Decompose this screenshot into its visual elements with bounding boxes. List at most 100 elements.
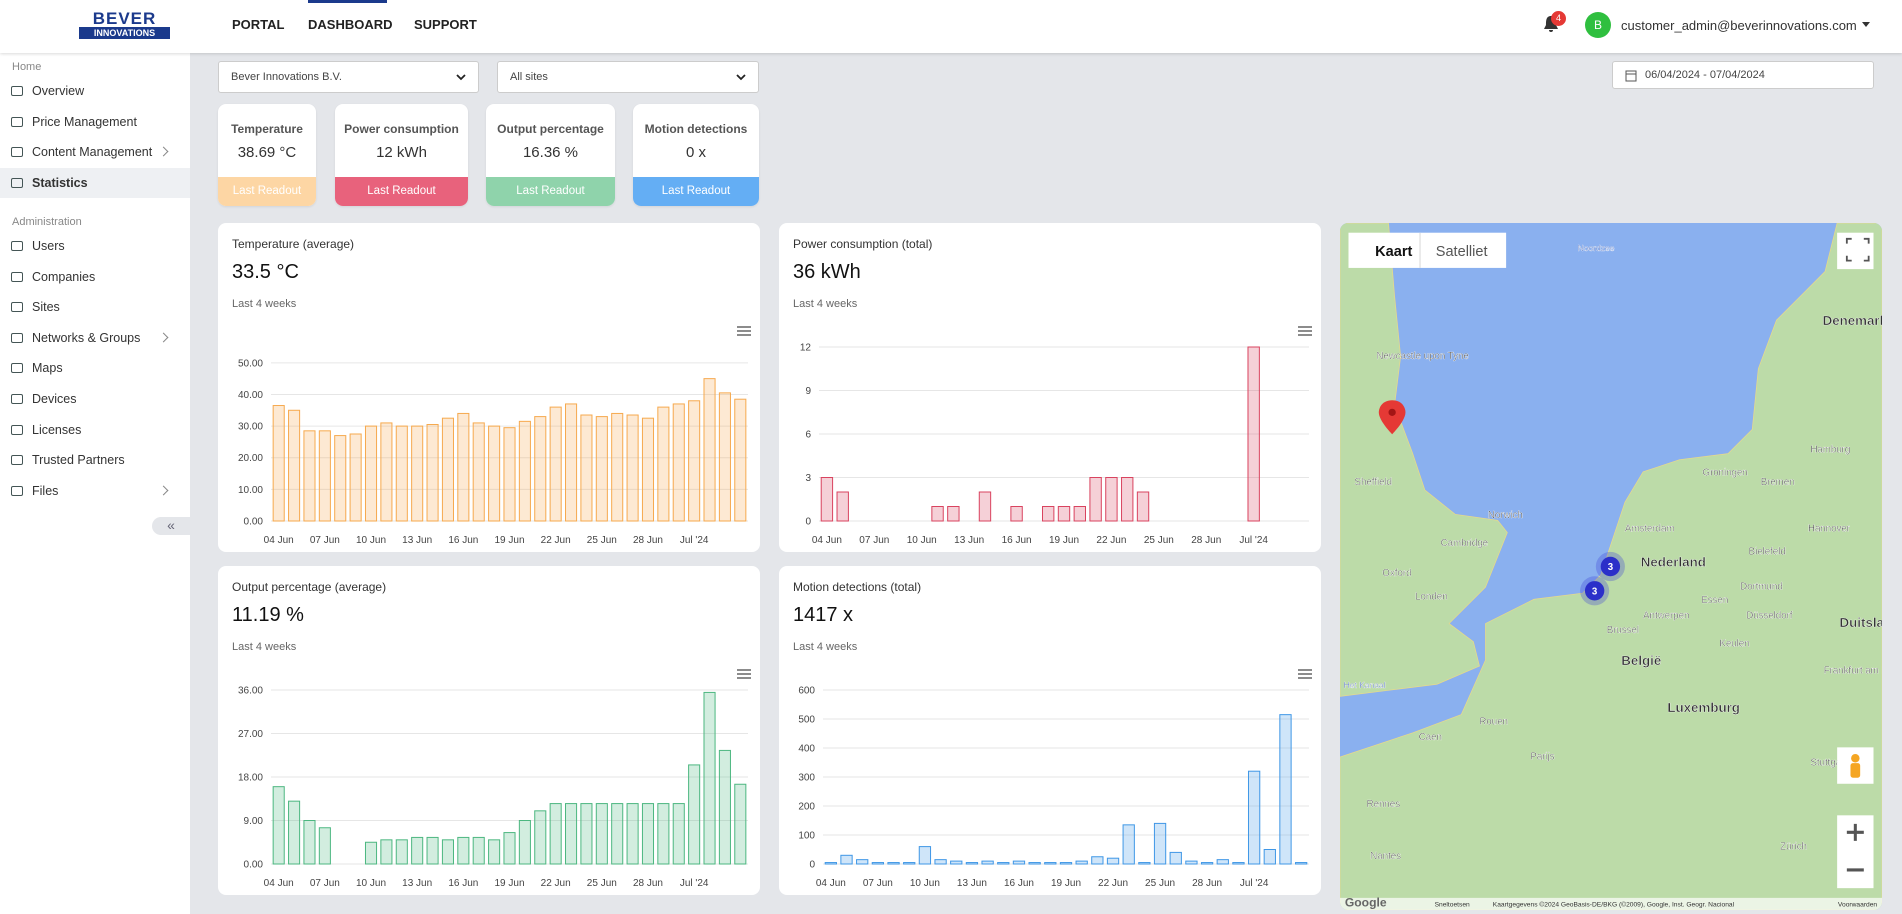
bar	[1075, 860, 1088, 865]
bar	[534, 810, 547, 865]
sidebar-item[interactable]: Users	[0, 231, 190, 261]
attribution-bar	[1340, 897, 1882, 910]
stat-card: Power consumption 12 kWh Last Readout	[335, 104, 468, 206]
map-type-button[interactable]: Kaart	[1375, 244, 1412, 260]
site-select[interactable]: All sites	[497, 61, 759, 93]
card-value: 16.36 %	[522, 144, 579, 161]
bar	[472, 422, 485, 522]
nav-link[interactable]: PORTAL	[232, 17, 285, 32]
sidebar-item[interactable]: Companies	[0, 262, 190, 292]
x-tick-label: 22 Jun	[541, 535, 571, 546]
chart: Motion detections (total) 1417 x Last 4 we…	[793, 580, 1312, 889]
x-tick-label: 22 Jun	[1098, 878, 1128, 889]
sidebar-item[interactable]: Devices	[0, 384, 190, 414]
sidebar-icon	[11, 147, 23, 158]
x-tick-label: Jul '24	[1240, 878, 1269, 889]
company-select[interactable]: Bever Innovations B.V.	[218, 61, 479, 93]
shortcuts-link[interactable]: Sneltoetsen	[1435, 901, 1470, 908]
bar	[1216, 859, 1229, 865]
sidebar-item[interactable]: Sites	[0, 292, 190, 322]
x-tick-label: 19 Jun	[1051, 878, 1081, 889]
bar	[981, 860, 994, 865]
sidebar-icon	[11, 271, 23, 282]
bar	[272, 786, 285, 865]
map-pin[interactable]	[1378, 400, 1406, 435]
bar	[965, 862, 979, 865]
cluster[interactable]	[1584, 581, 1605, 601]
bar	[734, 783, 747, 865]
logo[interactable]: BEVER INNOVATIONS	[79, 10, 170, 40]
x-tick-label: 07 Jun	[310, 878, 340, 889]
y-tick-label: 27.00	[238, 729, 263, 740]
date-range-picker[interactable]: 06/04/2024 - 07/04/2024	[1612, 61, 1874, 89]
map-label: Rennes	[1367, 799, 1401, 810]
stat-card: Temperature 38.69 °C Last Readout	[218, 104, 316, 206]
sidebar-item[interactable]: Files	[0, 476, 190, 506]
bar	[488, 839, 501, 865]
logo-text: INNOVATIONS	[79, 27, 170, 39]
bar	[334, 435, 347, 522]
bar	[488, 425, 501, 522]
bar	[426, 836, 439, 865]
bar	[1044, 862, 1057, 865]
bar	[950, 860, 963, 865]
sidebar-label: Overview	[32, 84, 85, 98]
bar	[288, 800, 301, 865]
map[interactable]: Noordzee Denemarken Newcastle upon Tyne She…	[1340, 223, 1882, 910]
card-footer[interactable]: Last Readout	[633, 177, 759, 206]
chart-headline: 33.5 °C	[232, 261, 299, 283]
zoom-in[interactable]	[1846, 823, 1864, 841]
x-tick-label: 28 Jun	[1191, 535, 1221, 546]
chart-panel: Temperature (average) 33.5 °C Last 4 weeks…	[218, 223, 760, 552]
bar	[688, 400, 701, 522]
bar	[718, 749, 731, 865]
nav-link[interactable]: DASHBOARD	[308, 17, 393, 32]
collapse-button[interactable]: «	[152, 517, 190, 535]
y-tick-label: 9	[805, 386, 811, 397]
sidebar-item[interactable]: Networks & Groups	[0, 323, 190, 353]
bar	[626, 803, 639, 865]
sidebar-item[interactable]: Content Management	[0, 137, 190, 167]
card-footer[interactable]: Last Readout	[218, 177, 316, 206]
y-tick-label: 50.00	[238, 358, 263, 369]
chevron	[456, 74, 466, 81]
bar	[1121, 477, 1134, 522]
sidebar-item[interactable]: Overview	[0, 76, 190, 106]
x-tick-label: 16 Jun	[448, 535, 478, 546]
chart: Power consumption (total) 36 kWh Last 4 we…	[793, 237, 1312, 546]
land	[1340, 223, 1508, 697]
map-canvas[interactable]: Noordzee Denemarken Newcastle upon Tyne She…	[1340, 223, 1882, 910]
calendar-icon	[1625, 70, 1637, 82]
user-email[interactable]: customer_admin@beverinnovations.com	[1621, 18, 1857, 33]
sidebar: « Home Overview Price Management Content Ma…	[0, 53, 190, 914]
chart-title: Output percentage (average)	[232, 580, 386, 594]
x-tick-label: 07 Jun	[859, 535, 889, 546]
cluster[interactable]	[1600, 556, 1621, 577]
sidebar-item[interactable]: Maps	[0, 353, 190, 383]
y-tick-label: 300	[798, 773, 815, 784]
sidebar-item[interactable]: Licenses	[0, 415, 190, 445]
date-text: 06/04/2024 - 07/04/2024	[1645, 69, 1765, 81]
sidebar-item[interactable]: Statistics	[0, 167, 190, 198]
sidebar-item[interactable]: Price Management	[0, 107, 190, 137]
y-tick-label: 3	[805, 473, 811, 484]
bar	[1042, 506, 1055, 522]
y-tick-label: 18.00	[238, 773, 263, 784]
bar	[441, 417, 454, 522]
x-tick-label: 13 Jun	[957, 878, 987, 889]
x-tick-label: 28 Jun	[1192, 878, 1222, 889]
chart: Temperature (average) 33.5 °C Last 4 weeks…	[232, 237, 751, 546]
chart-title: Temperature (average)	[232, 237, 354, 251]
card-footer[interactable]: Last Readout	[486, 177, 615, 206]
bar	[887, 862, 900, 865]
x-tick-label: 16 Jun	[1004, 878, 1034, 889]
bar	[856, 859, 869, 865]
nav-link[interactable]: SUPPORT	[414, 17, 477, 32]
chart-title: Motion detections (total)	[793, 580, 921, 594]
map-type-button[interactable]: Satelliet	[1436, 244, 1488, 260]
avatar[interactable]: B	[1585, 12, 1611, 38]
terms-link[interactable]: Voorwaarden	[1838, 901, 1878, 908]
sidebar-item[interactable]: Trusted Partners	[0, 445, 190, 475]
card-footer[interactable]: Last Readout	[335, 177, 468, 206]
